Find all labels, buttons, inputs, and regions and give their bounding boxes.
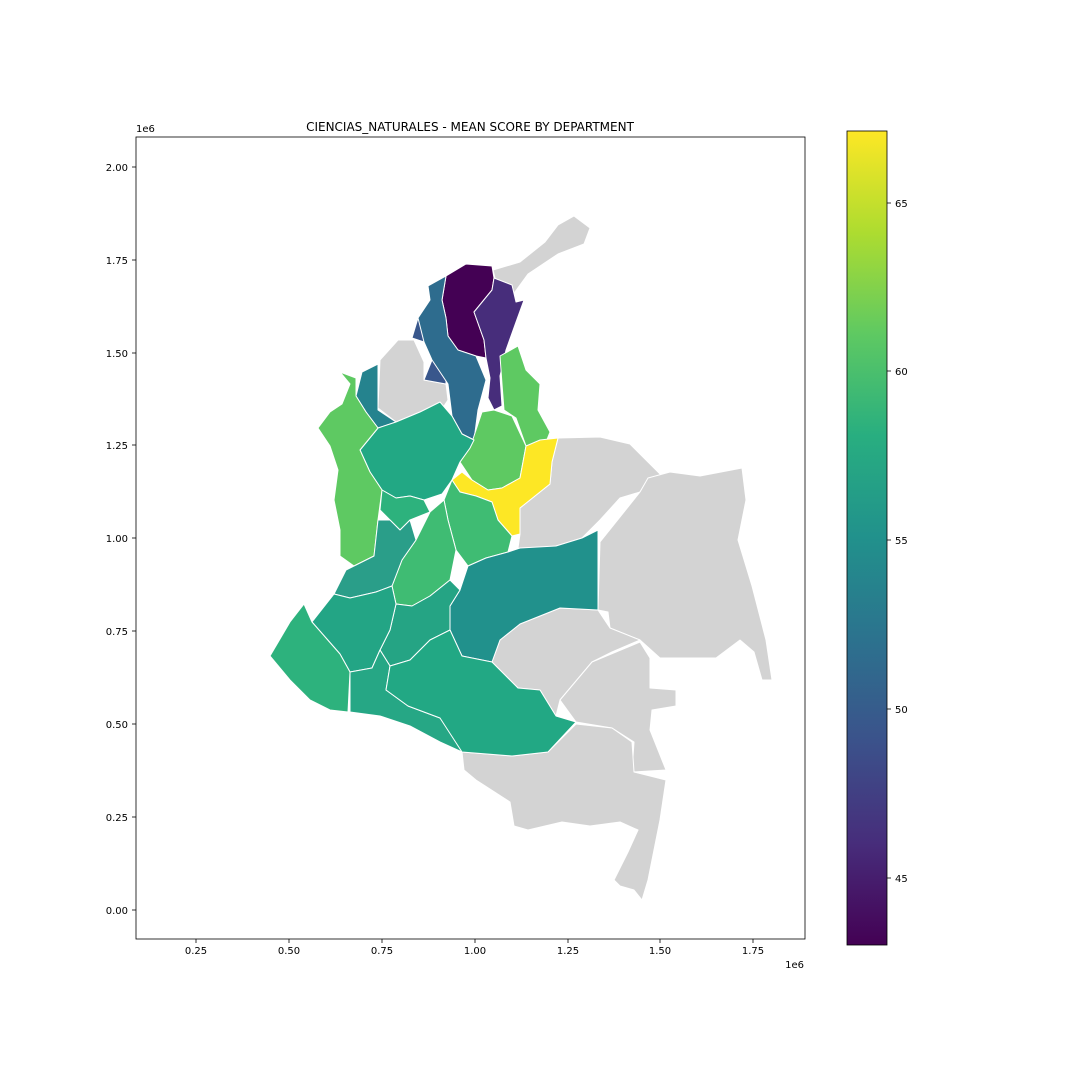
x-tick-label: 0.25: [185, 946, 207, 957]
y-tick: 1.00: [106, 534, 136, 545]
colorbar-ticks: 45 50 55 60 65: [887, 199, 908, 885]
x-tick: 1.50: [649, 939, 671, 957]
x-tick-label: 1.00: [464, 946, 486, 957]
y-tick-label: 0.50: [106, 720, 128, 731]
x-tick: 1.25: [557, 939, 579, 957]
colorbar-gradient: [846, 130, 888, 946]
colorbar-tick: 55: [887, 536, 908, 547]
x-tick: 1.00: [464, 939, 486, 957]
department-map: [269, 215, 773, 901]
colorbar-tick: 45: [887, 874, 908, 885]
colorbar-tick: 65: [887, 199, 908, 210]
chart-title: CIENCIAS_NATURALES - MEAN SCORE BY DEPAR…: [306, 120, 635, 134]
y-tick: 1.50: [106, 349, 136, 360]
department-caqueta[interactable]: [385, 629, 577, 757]
colorbar-tick-label: 50: [895, 705, 908, 716]
y-tick-label: 2.00: [106, 163, 128, 174]
y-tick: 0.50: [106, 720, 136, 731]
colorbar-tick-label: 55: [895, 536, 908, 547]
department-caldas-risaralda[interactable]: [379, 489, 431, 531]
x-tick: 0.75: [371, 939, 393, 957]
y-tick-label: 1.25: [106, 441, 128, 452]
x-tick-label: 1.75: [742, 946, 764, 957]
colorbar-tick-label: 65: [895, 199, 908, 210]
y-tick: 1.25: [106, 441, 136, 452]
y-tick: 1.75: [106, 256, 136, 267]
colorbar-tick-label: 45: [895, 874, 908, 885]
y-axis-offset-label: 1e6: [136, 124, 155, 135]
department-amazonas-vaupes[interactable]: [461, 723, 667, 901]
y-tick-label: 0.25: [106, 813, 128, 824]
x-axis: 0.25 0.50 0.75 1.00 1.25 1.50 1.75 1e6: [185, 939, 804, 971]
y-tick-label: 1.00: [106, 534, 128, 545]
x-tick-label: 0.50: [278, 946, 300, 957]
department-magdalena[interactable]: [473, 277, 525, 411]
y-tick: 2.00: [106, 163, 136, 174]
department-choco[interactable]: [317, 371, 383, 567]
colorbar-tick: 60: [887, 367, 908, 378]
department-norte-de-santander[interactable]: [499, 345, 551, 447]
x-tick: 0.50: [278, 939, 300, 957]
y-tick: 0.25: [106, 813, 136, 824]
department-sucre[interactable]: [417, 275, 487, 441]
y-tick-label: 0.75: [106, 627, 128, 638]
y-tick: 0.00: [106, 906, 136, 917]
y-axis: 0.00 0.25 0.50 0.75 1.00 1.25 1.50 1.75: [106, 124, 155, 917]
colorbar-tick: 50: [887, 705, 908, 716]
department-narino[interactable]: [269, 603, 351, 713]
y-tick-label: 1.50: [106, 349, 128, 360]
colorbar: 45 50 55 60 65: [846, 130, 908, 946]
x-tick: 1.75: [742, 939, 764, 957]
y-tick-label: 0.00: [106, 906, 128, 917]
colorbar-tick-label: 60: [895, 367, 908, 378]
department-vichada[interactable]: [597, 467, 773, 681]
x-axis-offset-label: 1e6: [785, 960, 804, 971]
x-tick-label: 1.50: [649, 946, 671, 957]
y-tick: 0.75: [106, 627, 136, 638]
y-tick-label: 1.75: [106, 256, 128, 267]
x-tick-label: 1.25: [557, 946, 579, 957]
x-tick: 0.25: [185, 939, 207, 957]
x-tick-label: 0.75: [371, 946, 393, 957]
